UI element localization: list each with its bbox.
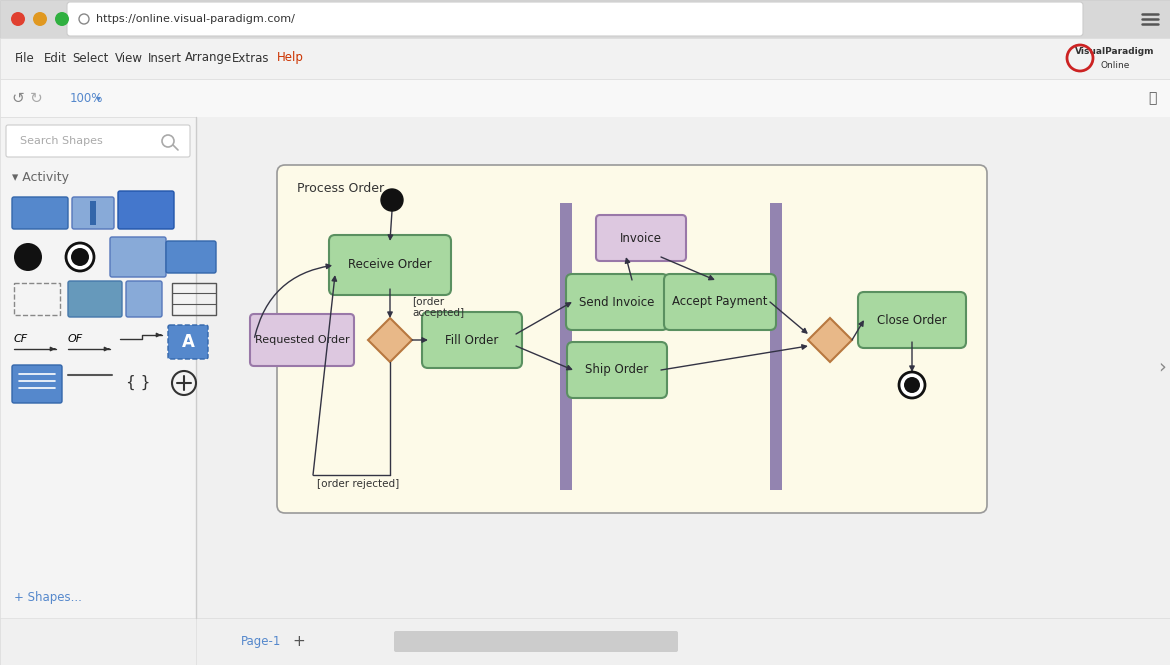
Bar [770, 203, 782, 490]
Bar [197, 618, 1170, 665]
FancyBboxPatch shape [12, 365, 62, 403]
FancyBboxPatch shape [250, 314, 355, 366]
FancyBboxPatch shape [394, 631, 677, 652]
Text: Fill Order: Fill Order [446, 334, 498, 346]
FancyBboxPatch shape [567, 342, 667, 398]
Text: A: A [181, 333, 194, 351]
Circle shape [55, 12, 69, 26]
FancyBboxPatch shape [126, 281, 161, 317]
Text: CF: CF [14, 334, 28, 344]
Text: File: File [15, 51, 35, 65]
Text: Edit: Edit [44, 51, 67, 65]
Text: Arrange: Arrange [185, 51, 233, 65]
Text: ↻: ↻ [29, 90, 42, 106]
Text: + Shapes...: + Shapes... [14, 591, 82, 604]
Text: Online: Online [1100, 61, 1130, 70]
Polygon shape [808, 318, 852, 362]
FancyBboxPatch shape [67, 2, 1083, 36]
FancyBboxPatch shape [277, 165, 987, 513]
Circle shape [71, 248, 89, 266]
FancyBboxPatch shape [858, 292, 966, 348]
FancyBboxPatch shape [168, 325, 208, 359]
Text: Process Order: Process Order [297, 182, 384, 196]
FancyBboxPatch shape [110, 237, 166, 277]
Text: +: + [292, 634, 305, 648]
FancyBboxPatch shape [422, 312, 522, 368]
FancyBboxPatch shape [166, 241, 216, 273]
Text: 100%: 100% [70, 92, 103, 104]
Bar [14, 283, 60, 315]
Text: VisualParadigm: VisualParadigm [1075, 47, 1155, 57]
FancyBboxPatch shape [596, 215, 686, 261]
Text: Close Order: Close Order [878, 313, 947, 327]
Text: ›: › [1158, 358, 1165, 376]
Bar [197, 117, 1170, 618]
Bar [560, 203, 572, 490]
Text: [order rejected]: [order rejected] [317, 479, 399, 489]
Text: ↺: ↺ [12, 90, 25, 106]
Bar [0, 117, 197, 665]
Text: Send Invoice: Send Invoice [579, 295, 655, 309]
Bar [0, 38, 1170, 79]
Text: { }: { } [126, 374, 150, 390]
Text: Requested Order: Requested Order [255, 335, 350, 345]
Text: Insert: Insert [147, 51, 183, 65]
FancyBboxPatch shape [665, 274, 776, 330]
FancyBboxPatch shape [6, 125, 190, 157]
FancyBboxPatch shape [12, 197, 68, 229]
Text: [order
accepted]: [order accepted] [412, 297, 464, 318]
Text: https://online.visual-paradigm.com/: https://online.visual-paradigm.com/ [96, 14, 295, 24]
Text: ▾: ▾ [96, 93, 101, 103]
FancyBboxPatch shape [329, 235, 450, 295]
Text: OF: OF [68, 334, 83, 344]
Circle shape [899, 372, 925, 398]
Text: Receive Order: Receive Order [349, 259, 432, 271]
Text: Select: Select [73, 51, 109, 65]
Text: Accept Payment: Accept Payment [673, 295, 768, 309]
FancyBboxPatch shape [73, 197, 113, 229]
Bar [0, 79, 1170, 117]
Text: ⤢: ⤢ [1148, 91, 1156, 105]
Text: Search Shapes: Search Shapes [20, 136, 103, 146]
Text: Invoice: Invoice [620, 231, 662, 245]
FancyBboxPatch shape [68, 281, 122, 317]
Bar [0, 0, 1170, 38]
Polygon shape [369, 318, 412, 362]
FancyBboxPatch shape [118, 191, 174, 229]
Text: View: View [115, 51, 143, 65]
Text: Help: Help [277, 51, 304, 65]
Text: Page-1: Page-1 [241, 634, 281, 648]
Circle shape [11, 12, 25, 26]
Circle shape [381, 189, 402, 211]
Bar [172, 283, 216, 315]
Circle shape [33, 12, 47, 26]
Circle shape [14, 243, 42, 271]
Bar [0, 618, 1170, 665]
Text: Ship Order: Ship Order [585, 364, 648, 376]
Circle shape [66, 243, 94, 271]
Text: ▾ Activity: ▾ Activity [12, 171, 69, 184]
Bar [90, 201, 96, 225]
FancyBboxPatch shape [566, 274, 668, 330]
Text: Extras: Extras [232, 51, 269, 65]
Circle shape [904, 377, 920, 393]
